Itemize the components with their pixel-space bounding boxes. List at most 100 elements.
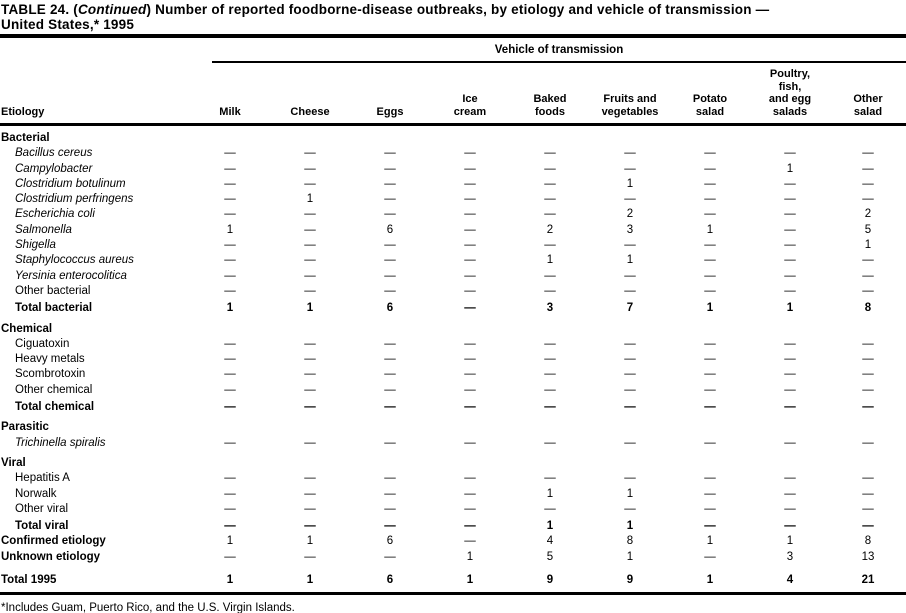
value-cell: — xyxy=(784,520,796,533)
value-cell: — xyxy=(224,162,236,175)
etiology-label: Total chemical xyxy=(15,401,95,414)
table-body: Bacterial Bacillus cereus — — — — — — — — — Campylo… xyxy=(0,125,906,596)
value-cell: 1 xyxy=(670,565,750,596)
value-cell: — xyxy=(304,550,316,563)
value-cell: — xyxy=(304,383,316,396)
etiology-label: Hepatitis A xyxy=(15,472,70,485)
etiology-label: Heavy metals xyxy=(15,353,85,366)
value-cell: — xyxy=(304,401,316,414)
etiology-label: Bacillus cereus xyxy=(15,147,93,160)
value-cell: 13 xyxy=(861,550,875,563)
value-cell: — xyxy=(224,383,236,396)
value-cell: 2 xyxy=(626,208,634,221)
value-cell: 1 xyxy=(546,520,554,533)
value-cell: — xyxy=(704,208,716,221)
etiology-label: Shigella xyxy=(15,239,56,252)
value-cell: — xyxy=(862,520,874,533)
table-row: Confirmed etiology 1 1 6 — 4 8 1 1 8 xyxy=(0,534,906,549)
value-cell: — xyxy=(224,401,236,414)
value-cell: — xyxy=(704,401,716,414)
value-cell: — xyxy=(704,254,716,267)
value-cell: — xyxy=(784,284,796,297)
value-cell: — xyxy=(464,487,476,500)
etiology-label: Bacterial xyxy=(1,132,50,144)
etiology-label: Total viral xyxy=(15,520,69,533)
value-cell: 1 xyxy=(626,254,634,267)
value-cell: — xyxy=(464,401,476,414)
value-cell: — xyxy=(304,162,316,175)
etiology-label: Staphylococcus aureus xyxy=(15,254,134,267)
table-row: Yersinia enterocolitica — — — — — — — — — xyxy=(0,269,906,284)
value-cell: — xyxy=(224,520,236,533)
value-cell: 6 xyxy=(386,535,394,548)
value-cell: 1 xyxy=(706,223,714,236)
value-cell: — xyxy=(544,472,556,485)
value-cell: — xyxy=(224,269,236,282)
value-cell: — xyxy=(384,147,396,160)
value-cell: — xyxy=(304,208,316,221)
value-cell: — xyxy=(304,177,316,190)
value-cell: — xyxy=(224,550,236,563)
table-row: Total chemical — — — — — — — — — xyxy=(0,398,906,415)
value-cell: — xyxy=(624,353,636,366)
etiology-label: Total 1995 xyxy=(0,565,190,596)
value-cell: — xyxy=(384,177,396,190)
column-header-milk: Milk xyxy=(190,63,270,126)
etiology-label: Clostridium perfringens xyxy=(15,193,134,206)
value-cell: — xyxy=(624,162,636,175)
value-cell: — xyxy=(544,162,556,175)
table-row: Other bacterial — — — — — — — — — xyxy=(0,284,906,299)
value-cell: — xyxy=(544,337,556,350)
value-cell: — xyxy=(464,353,476,366)
value-cell: — xyxy=(862,193,874,206)
value-cell: — xyxy=(224,147,236,160)
value-cell: — xyxy=(464,193,476,206)
value-cell: — xyxy=(784,472,796,485)
value-cell: 1 xyxy=(466,550,474,563)
value-cell: 6 xyxy=(386,223,394,236)
value-cell: — xyxy=(784,401,796,414)
value-cell: — xyxy=(464,223,476,236)
value-cell: — xyxy=(862,368,874,381)
value-cell: 1 xyxy=(270,565,350,596)
value-cell: 1 xyxy=(226,535,234,548)
value-cell: 8 xyxy=(864,535,872,548)
value-cell: 2 xyxy=(864,208,872,221)
value-cell: 8 xyxy=(864,302,872,315)
value-cell: — xyxy=(544,193,556,206)
value-cell: 1 xyxy=(306,302,314,315)
value-cell: — xyxy=(862,162,874,175)
value-cell: — xyxy=(224,472,236,485)
value-cell: — xyxy=(304,502,316,515)
etiology-label: Trichinella spiralis xyxy=(15,436,106,449)
value-cell: — xyxy=(624,401,636,414)
table-row: Total 1995 1 1 6 1 9 9 1 4 21 xyxy=(0,565,906,596)
value-cell: 1 xyxy=(706,535,714,548)
table-row: Unknown etiology — — — 1 5 1 — 3 13 xyxy=(0,550,906,565)
value-cell: — xyxy=(624,383,636,396)
value-cell: — xyxy=(784,147,796,160)
column-header-ice-cream: Ice cream xyxy=(430,63,510,126)
etiology-label: Escherichia coli xyxy=(15,208,95,221)
table-row: Total viral — — — — 1 1 — — — xyxy=(0,517,906,534)
value-cell: 1 xyxy=(626,177,634,190)
value-cell: 7 xyxy=(626,302,634,315)
column-header-other-salad: Other salad xyxy=(830,63,906,126)
table-row: Ciguatoxin — — — — — — — — — xyxy=(0,337,906,352)
value-cell: — xyxy=(224,368,236,381)
table-title-line1: TABLE 24. (Continued) Number of reported… xyxy=(1,2,906,17)
section-header-row: Viral xyxy=(0,451,906,471)
value-cell: 1 xyxy=(786,535,794,548)
value-cell: 1 xyxy=(706,302,714,315)
value-cell: — xyxy=(704,353,716,366)
table-row: Other viral — — — — — — — — — xyxy=(0,502,906,517)
value-cell: — xyxy=(464,337,476,350)
value-cell: — xyxy=(304,472,316,485)
etiology-label: Confirmed etiology xyxy=(1,535,106,548)
value-cell: — xyxy=(304,223,316,236)
value-cell: — xyxy=(784,436,796,449)
value-cell: — xyxy=(384,269,396,282)
value-cell: 8 xyxy=(626,535,634,548)
value-cell: — xyxy=(304,487,316,500)
vehicle-of-transmission-label: Vehicle of transmission xyxy=(212,38,906,63)
